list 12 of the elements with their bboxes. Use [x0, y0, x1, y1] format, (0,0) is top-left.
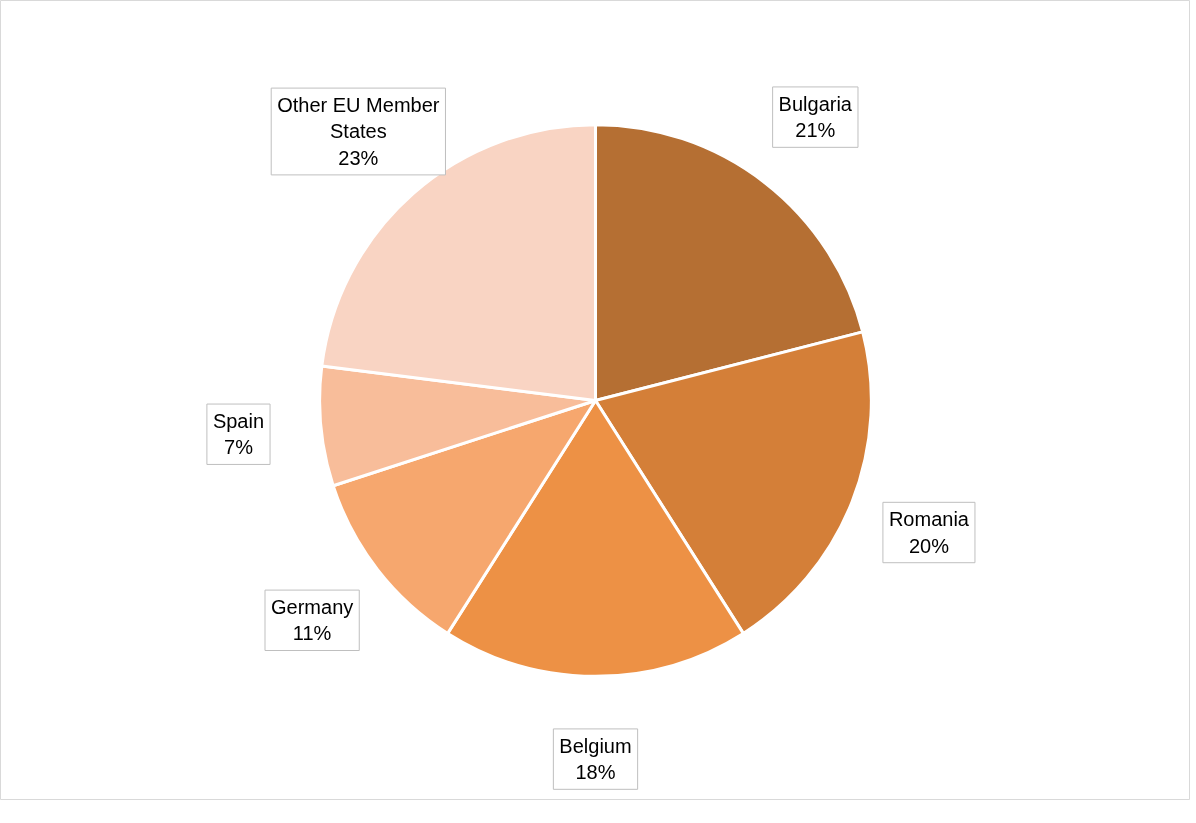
slice-label: Romania — [888, 508, 970, 531]
data-label: 20% — [908, 534, 950, 557]
slice-label: Germany — [271, 596, 354, 619]
slice-label: Belgium — [559, 734, 632, 757]
slice-label: Other EU Member States — [277, 94, 440, 143]
data-label: 7% — [224, 436, 254, 459]
data-label: 21% — [795, 119, 836, 142]
slice-label: Bulgaria — [778, 92, 853, 115]
slice-label: Spain — [212, 410, 265, 433]
data-label: 23% — [338, 146, 379, 169]
data-label: 11% — [292, 622, 332, 645]
data-label: 18% — [575, 761, 616, 784]
